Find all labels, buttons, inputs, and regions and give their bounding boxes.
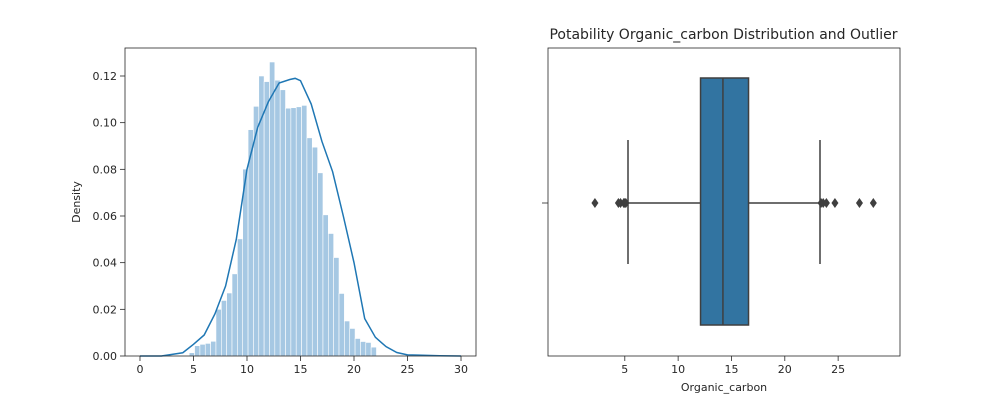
histogram-bar [349,328,356,357]
outlier-point [831,198,839,208]
right-x-tick-label: 5 [621,363,628,376]
left-y-tick-label: 0.10 [93,117,118,130]
right-x-tick-label: 25 [831,363,845,376]
right-x-tick-label: 20 [778,363,792,376]
histogram-bar [274,79,281,357]
histogram-bar [199,344,206,357]
left-y-tick-label: 0.02 [93,303,118,316]
histogram-bar [242,168,249,357]
histogram-bar [204,343,211,357]
right-axes-frame [547,47,901,357]
histogram-bar [338,293,345,357]
histogram-bar [263,81,270,357]
left-x-tick-label: 10 [240,363,254,376]
right-x-axis-label: Organic_carbon [681,381,767,394]
histogram-bar [295,106,302,357]
histogram-bar [226,292,233,357]
left-y-tick-label: 0.08 [93,163,118,176]
left-x-ticks: 0 5 10 15 20 25 30 [136,356,468,376]
left-x-tick-label: 15 [294,363,308,376]
left-y-tick-label: 0.12 [93,70,118,83]
right-x-ticks: 5 10 15 20 25 [621,356,845,376]
box-plot: Potability Organic_carbon Distribution a… [542,27,901,394]
histogram-bar [333,257,340,357]
histogram-bar [285,107,292,357]
histogram-bar [322,214,329,357]
histogram-bar [231,273,238,357]
left-x-tick-label: 20 [347,363,361,376]
histogram-bar [360,341,367,357]
outlier-point [855,198,863,208]
left-y-tick-label: 0.06 [93,210,118,223]
histogram-bar [328,233,334,357]
distribution-plot: 0 5 10 15 20 25 30 0.00 0.02 0.04 0.06 0.08 0.10 0.1… [70,47,477,376]
kde-curve [139,77,462,357]
histogram-bar [344,320,351,357]
left-x-tick-label: 25 [401,363,415,376]
left-y-tick-label: 0.04 [93,257,118,270]
left-y-axis-label: Density [70,181,83,223]
left-y-tick-label: 0.00 [93,350,118,363]
right-x-tick-label: 10 [671,363,685,376]
histogram-bar [215,309,222,357]
histogram-bar [290,107,297,357]
left-y-ticks: 0.00 0.02 0.04 0.06 0.08 0.10 0.12 [93,70,125,363]
histogram-bar [301,105,308,357]
histogram-bar [210,340,217,357]
left-x-tick-label: 5 [190,363,197,376]
outlier-point [591,198,599,208]
histogram-bar [311,146,318,357]
iqr-box [699,77,750,326]
histogram-bars [188,61,377,357]
histogram-bar [370,346,377,357]
right-x-tick-label: 15 [724,363,738,376]
histogram-bar [317,172,324,357]
histogram-bar [269,61,276,357]
histogram-bar [279,89,286,357]
outlier-point [822,198,830,208]
left-x-tick-label: 30 [454,363,468,376]
outlier-point [869,198,877,208]
outlier-point [622,198,630,208]
right-chart-title: Potability Organic_carbon Distribution a… [549,27,897,43]
histogram-bar [365,342,372,357]
left-x-tick-label: 0 [136,363,143,376]
box-elements [591,77,877,326]
histogram-bar [194,345,201,357]
histogram-bar [237,238,244,357]
histogram-bar [221,300,227,357]
histogram-bar [306,137,313,357]
histogram-bar [354,338,361,357]
histogram-bar [188,352,195,357]
